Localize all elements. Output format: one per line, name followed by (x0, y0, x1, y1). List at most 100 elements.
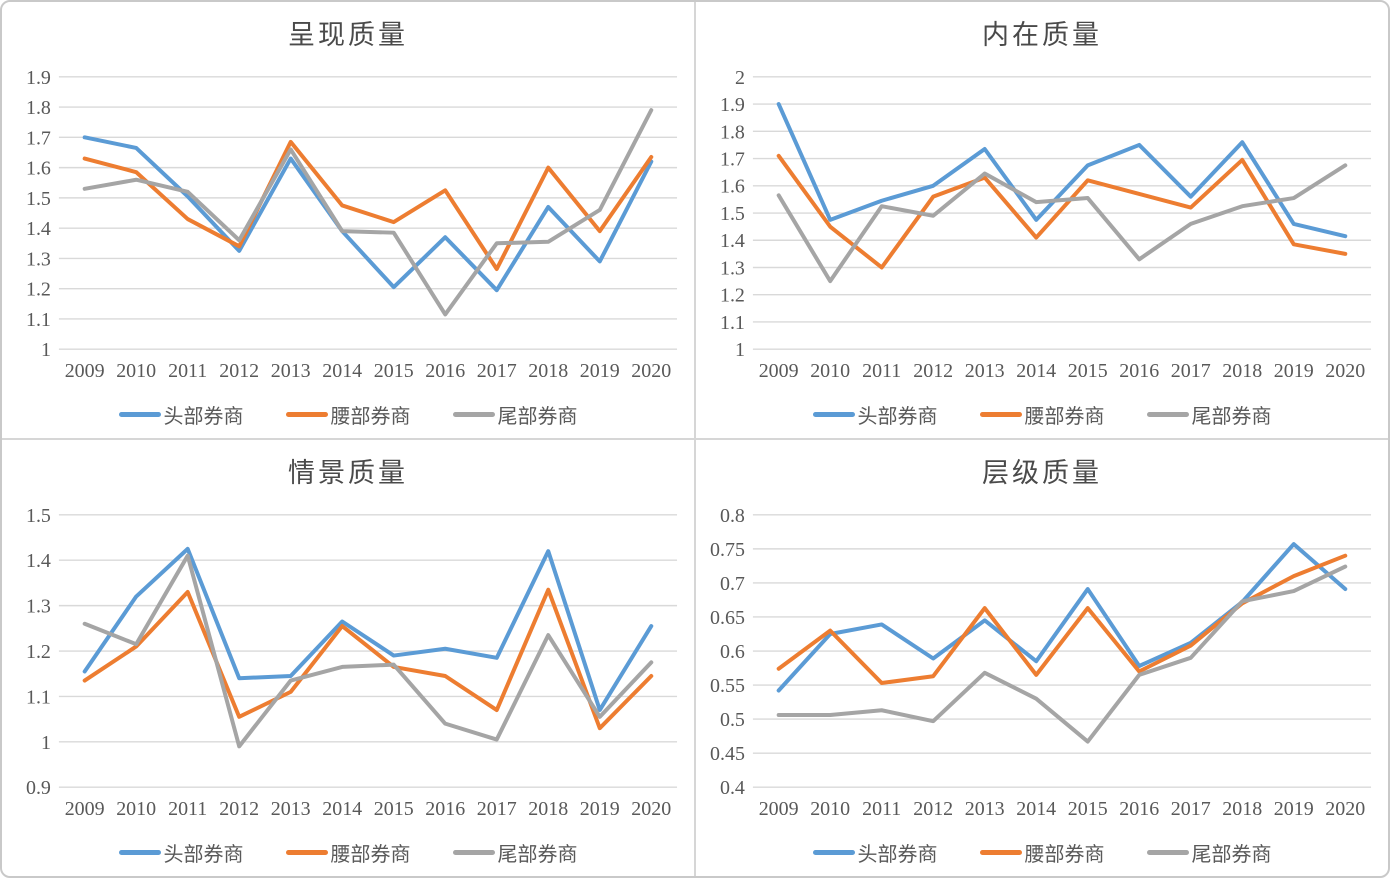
chart-title: 层级质量 (982, 458, 1102, 488)
legend-swatch-orange (285, 850, 328, 855)
x-tick-label: 2017 (477, 798, 517, 820)
chart-panel-intrinsic-quality: 1 1.1 1.2 1.3 1.4 1.5 1.6 1.7 1.8 1.9 2 2009 2010 201… (696, 2, 1388, 438)
legend-item-tail-brokers: 尾部券商 (452, 838, 578, 867)
x-tick-label: 2014 (322, 360, 362, 382)
x-tick-label: 2013 (271, 360, 311, 382)
legend-item-head-brokers: 头部券商 (118, 838, 244, 867)
y-tick-label: 1.5 (720, 203, 745, 225)
legend-swatch-blue (118, 850, 161, 855)
legend-swatch-orange (285, 412, 328, 417)
legend-label: 尾部券商 (1191, 844, 1272, 866)
chart-plot-presentation-quality: 1 1.1 1.2 1.3 1.4 1.5 1.6 1.7 1.8 1.9 2009 2010 2011… (26, 67, 678, 382)
legend-label: 头部券商 (163, 406, 244, 428)
series-line-head-brokers (776, 542, 1348, 693)
legend-item-mid-brokers: 腰部券商 (979, 838, 1105, 867)
y-tick-label: 1.2 (26, 641, 51, 663)
legend-label: 腰部券商 (330, 406, 411, 428)
y-tick-label: 0.8 (720, 505, 745, 527)
y-tick-label: 0.7 (720, 573, 745, 595)
x-tick-label: 2018 (1222, 360, 1262, 382)
x-tick-label: 2017 (1171, 360, 1211, 382)
x-tick-label: 2011 (862, 360, 901, 382)
chart-panel-presentation-quality: 1 1.1 1.2 1.3 1.4 1.5 1.6 1.7 1.8 1.9 2009 2010 2011… (2, 2, 694, 438)
x-tick-label: 2019 (580, 798, 620, 820)
chart-legend: 头部券商 腰部券商 尾部券商 (696, 400, 1388, 429)
y-tick-label: 1 (41, 732, 51, 754)
legend-item-head-brokers: 头部券商 (812, 838, 938, 867)
y-tick-label: 1.6 (26, 158, 51, 180)
legend-item-head-brokers: 头部券商 (812, 400, 938, 429)
legend-item-mid-brokers: 腰部券商 (285, 400, 411, 429)
y-tick-label: 1.4 (26, 218, 51, 240)
legend-label: 头部券商 (857, 844, 938, 866)
series-line-tail-brokers (82, 108, 654, 317)
x-tick-label: 2018 (528, 360, 568, 382)
chart-title: 内在质量 (982, 20, 1102, 50)
legend-item-mid-brokers: 腰部券商 (285, 838, 411, 867)
y-tick-label: 1.3 (26, 248, 51, 270)
x-tick-label: 2020 (1325, 798, 1365, 820)
x-tick-label: 2016 (425, 798, 465, 820)
y-tick-label: 0.5 (720, 709, 745, 731)
x-tick-label: 2014 (1016, 360, 1056, 382)
y-tick-label: 1.3 (720, 257, 745, 279)
y-tick-label: 1.8 (720, 121, 745, 143)
y-tick-label: 2 (735, 67, 745, 89)
y-tick-label: 1.1 (26, 309, 51, 331)
y-tick-label: 1.4 (26, 550, 51, 572)
chart-title: 呈现质量 (288, 20, 408, 50)
legend-label: 尾部券商 (497, 844, 578, 866)
series-line-mid-brokers (776, 553, 1348, 686)
chart-panel-scenario-quality: 0.9 1 1.1 1.2 1.3 1.4 1.5 2009 2010 2011 2012 2013 2… (2, 440, 694, 876)
chart-plot-intrinsic-quality: 1 1.1 1.2 1.3 1.4 1.5 1.6 1.7 1.8 1.9 2 2009 2010 201… (720, 67, 1372, 382)
x-tick-label: 2013 (965, 360, 1005, 382)
legend-swatch-blue (812, 412, 855, 417)
x-tick-label: 2012 (219, 798, 259, 820)
legend-label: 尾部券商 (1191, 406, 1272, 428)
x-tick-label: 2015 (374, 798, 414, 820)
chart-title: 情景质量 (288, 458, 408, 488)
legend-item-tail-brokers: 尾部券商 (1146, 400, 1272, 429)
x-tick-label: 2018 (528, 798, 568, 820)
x-tick-label: 2009 (759, 360, 799, 382)
y-tick-label: 1.7 (26, 127, 51, 149)
x-tick-label: 2017 (477, 360, 517, 382)
x-tick-label: 2013 (965, 798, 1005, 820)
series-line-head-brokers (82, 546, 654, 713)
legend-label: 腰部券商 (330, 844, 411, 866)
x-tick-label: 2010 (810, 798, 850, 820)
y-tick-label: 1 (41, 339, 51, 361)
series-line-mid-brokers (82, 139, 654, 271)
y-tick-label: 1.1 (26, 686, 51, 708)
y-tick-label: 1 (735, 339, 745, 361)
x-tick-label: 2013 (271, 798, 311, 820)
x-tick-label: 2011 (168, 360, 207, 382)
legend-label: 腰部券商 (1024, 844, 1105, 866)
y-tick-label: 0.55 (710, 675, 745, 697)
y-tick-label: 0.75 (710, 539, 745, 561)
y-tick-label: 1.9 (720, 94, 745, 116)
legend-label: 头部券商 (163, 844, 244, 866)
series-line-tail-brokers (776, 163, 1348, 284)
legend-label: 腰部券商 (1024, 406, 1105, 428)
x-tick-label: 2016 (425, 360, 465, 382)
x-tick-label: 2014 (1016, 798, 1056, 820)
y-tick-label: 0.65 (710, 607, 745, 629)
y-tick-label: 1.7 (720, 149, 745, 171)
x-tick-label: 2016 (1119, 360, 1159, 382)
x-tick-label: 2017 (1171, 798, 1211, 820)
legend-label: 头部券商 (857, 406, 938, 428)
legend-swatch-blue (118, 412, 161, 417)
series-line-mid-brokers (82, 587, 654, 731)
x-tick-label: 2012 (913, 360, 953, 382)
x-tick-label: 2010 (116, 798, 156, 820)
y-tick-label: 1.1 (720, 312, 745, 334)
x-tick-label: 2012 (913, 798, 953, 820)
legend-swatch-gray (1146, 850, 1189, 855)
x-tick-label: 2019 (1274, 360, 1314, 382)
legend-item-mid-brokers: 腰部券商 (979, 400, 1105, 429)
x-tick-label: 2019 (580, 360, 620, 382)
x-tick-label: 2020 (631, 360, 671, 382)
